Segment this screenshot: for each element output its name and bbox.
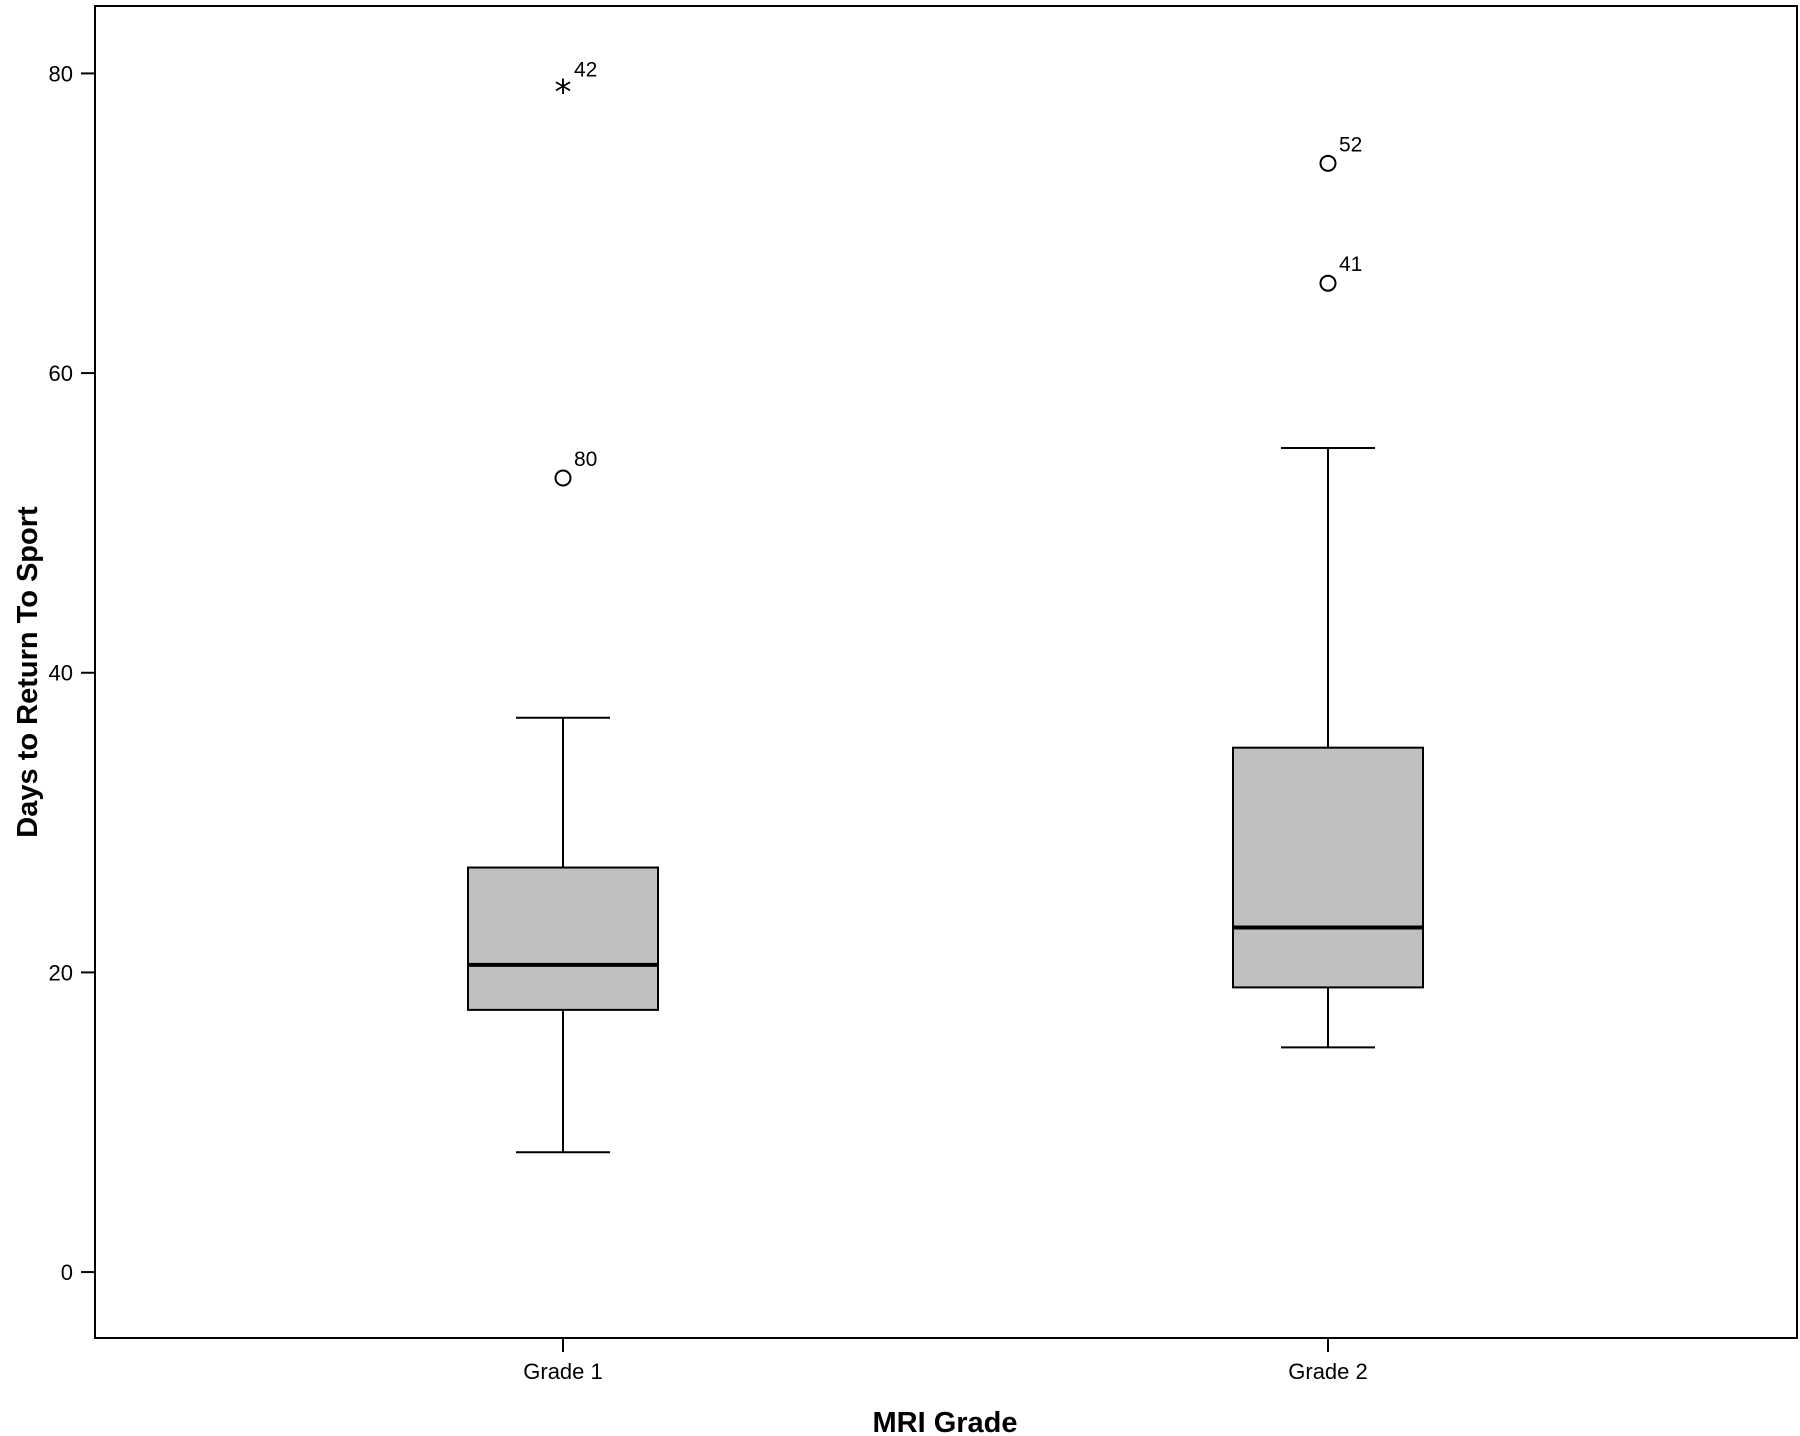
outlier-circle	[554, 469, 572, 487]
y-tick-label: 40	[49, 661, 73, 686]
outlier-label: 80	[574, 448, 597, 471]
box-group: 41 52	[1232, 133, 1424, 1049]
outlier-label: 42	[574, 58, 597, 81]
x-tick-label: Grade 2	[1288, 1359, 1368, 1384]
x-axis: Grade 1 Grade 2	[523, 1338, 1368, 1384]
extreme-outlier-star: *	[555, 72, 572, 112]
box-group: 80 *42	[467, 58, 659, 1154]
iqr-box	[467, 866, 659, 1011]
y-tick-label: 0	[61, 1260, 73, 1285]
outlier-label: 41	[1339, 253, 1362, 276]
boxes: 80 *42 41 52	[467, 58, 1424, 1154]
outlier-circle	[1319, 154, 1337, 172]
plot-frame	[94, 5, 1798, 1339]
x-tick-label: Grade 1	[523, 1359, 603, 1384]
y-tick-label: 80	[49, 61, 73, 86]
outlier-circle	[1319, 274, 1337, 292]
iqr-box	[1232, 746, 1424, 989]
x-axis-title: MRI Grade	[872, 1407, 1017, 1436]
y-axis-title: Days to Return To Sport	[12, 506, 44, 838]
y-tick-label: 20	[49, 960, 73, 985]
outlier-label: 52	[1339, 133, 1362, 156]
y-axis: 0 20 40 60 80	[49, 61, 95, 1285]
y-tick-label: 60	[49, 361, 73, 386]
